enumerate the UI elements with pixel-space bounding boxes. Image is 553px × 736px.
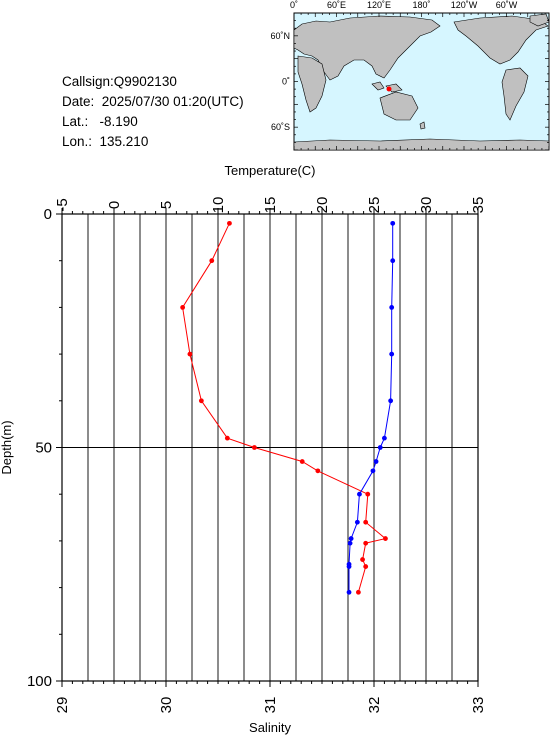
salinity-point bbox=[389, 305, 395, 310]
temperature-point bbox=[365, 491, 371, 497]
temperature-profile-line bbox=[182, 223, 387, 593]
temperature-point bbox=[363, 540, 369, 546]
map-lat-label: 60˚N bbox=[270, 31, 290, 41]
salinity-point bbox=[354, 519, 360, 525]
salinity-point bbox=[388, 398, 394, 404]
lat-text: Lat.: -8.190 bbox=[62, 114, 138, 129]
date-text: Date: 2025/07/30 01:20(UTC) bbox=[62, 94, 244, 109]
temperature-point bbox=[198, 398, 204, 404]
temperature-point bbox=[209, 258, 215, 264]
temp-tick-label: 0 bbox=[106, 201, 123, 209]
temperature-point bbox=[383, 536, 388, 541]
salinity-point bbox=[346, 589, 352, 595]
temp-axis-title: Temperature(C) bbox=[224, 163, 315, 178]
salinity-tick-label: 32 bbox=[366, 697, 383, 714]
temp-tick-label: 35 bbox=[470, 197, 487, 214]
depth-axis-title: Depth(m) bbox=[0, 420, 14, 474]
map-lon-label: 60˚W bbox=[496, 0, 518, 10]
temperature-point bbox=[363, 519, 369, 525]
callsign-text: Callsign:Q9902130 bbox=[62, 74, 177, 89]
salinity-point bbox=[347, 540, 353, 546]
salinity-tick-label: 30 bbox=[158, 697, 175, 714]
temp-tick-label: 10 bbox=[210, 197, 227, 214]
temperature-point bbox=[252, 445, 257, 450]
map-lon-label: 120˚E bbox=[367, 0, 391, 10]
salinity-point bbox=[346, 564, 352, 569]
salinity-point bbox=[382, 435, 387, 441]
salinity-point bbox=[357, 491, 362, 497]
station-marker bbox=[386, 86, 392, 92]
map-lon-label: 180˚ bbox=[412, 0, 430, 10]
temperature-point bbox=[299, 459, 305, 464]
salinity-point bbox=[373, 459, 379, 464]
depth-tick-label: 0 bbox=[44, 206, 52, 223]
salinity-point bbox=[348, 536, 354, 541]
temp-tick-label: 15 bbox=[262, 197, 279, 214]
temperature-point bbox=[356, 589, 361, 595]
salinity-point bbox=[370, 468, 376, 474]
salinity-point bbox=[389, 351, 395, 357]
temp-tick-label: 25 bbox=[366, 197, 383, 214]
temperature-point bbox=[227, 220, 232, 226]
salinity-profile-line bbox=[348, 223, 394, 593]
map-lat-label: 0˚ bbox=[282, 77, 290, 87]
world-map: 0˚ 60˚E 120˚E 180˚ 120˚W 60˚W 60˚N 0˚ 60˚S bbox=[270, 0, 550, 151]
station-info: Callsign:Q9902130 Date: 2025/07/30 01:20… bbox=[62, 72, 244, 152]
temperature-point bbox=[187, 351, 193, 357]
salinity-axis-title: Salinity bbox=[249, 720, 291, 735]
temperature-point bbox=[315, 468, 321, 474]
temperature-point bbox=[224, 435, 230, 441]
salinity-tick-label: 31 bbox=[262, 697, 279, 714]
map-lon-label: 60˚E bbox=[327, 0, 346, 10]
depth-tick-label: 50 bbox=[35, 440, 52, 457]
map-lon-label: 0˚ bbox=[290, 0, 298, 10]
map-lon-label: 120˚W bbox=[451, 0, 478, 10]
lon-text: Lon.: 135.210 bbox=[62, 134, 149, 149]
temp-tick-label: 20 bbox=[314, 197, 331, 214]
temperature-point bbox=[360, 557, 365, 562]
salinity-point bbox=[390, 220, 396, 226]
map-lat-label: 60˚S bbox=[271, 122, 290, 132]
temperature-point bbox=[180, 305, 186, 310]
temperature-point bbox=[363, 564, 369, 569]
temp-tick-label: 30 bbox=[418, 197, 435, 214]
temp-tick-label: 5 bbox=[158, 201, 175, 209]
salinity-point bbox=[377, 445, 383, 450]
depth-tick-label: 100 bbox=[27, 673, 52, 690]
salinity-point bbox=[390, 258, 396, 264]
salinity-tick-label: 29 bbox=[54, 697, 71, 714]
salinity-tick-label: 33 bbox=[470, 697, 487, 714]
temp-tick-label: -5 bbox=[54, 198, 71, 211]
